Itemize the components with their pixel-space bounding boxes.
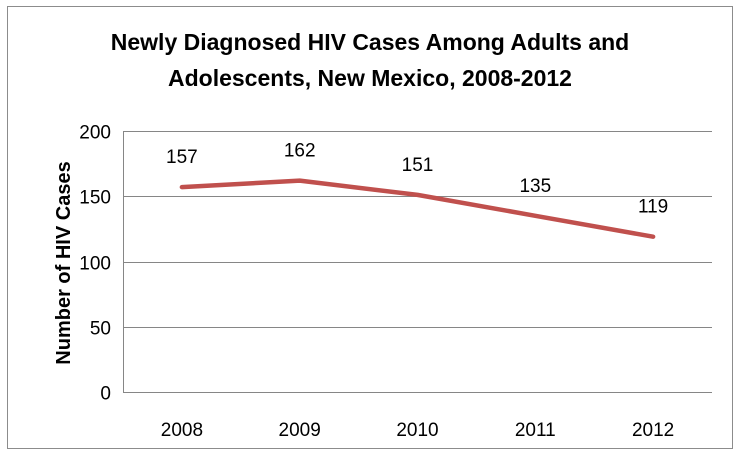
x-tick-label: 2011: [515, 420, 556, 441]
chart-title: Newly Diagnosed HIV Cases Among Adults a…: [0, 24, 740, 96]
data-label: 162: [284, 141, 316, 162]
series-line: [179, 178, 656, 239]
x-tick-label: 2010: [396, 420, 438, 441]
chart-title-line-2: Adolescents, New Mexico, 2008-2012: [168, 65, 572, 91]
y-axis-title: Number of HIV Cases: [53, 161, 75, 364]
chart-title-line-1: Newly Diagnosed HIV Cases Among Adults a…: [110, 29, 630, 55]
data-label: 119: [638, 197, 668, 218]
data-label: 135: [519, 176, 551, 197]
data-label: 157: [166, 147, 198, 168]
x-tick-label: 2008: [161, 420, 203, 441]
y-tick-label: 100: [79, 254, 111, 275]
y-tick-label: 0: [100, 384, 111, 405]
y-tick-label: 150: [79, 188, 111, 209]
x-tick-label: 2012: [632, 420, 674, 441]
x-tick-label: 2009: [279, 420, 321, 441]
y-tick-label: 200: [79, 123, 111, 144]
data-label: 151: [402, 155, 434, 176]
y-tick-label: 50: [90, 319, 111, 340]
